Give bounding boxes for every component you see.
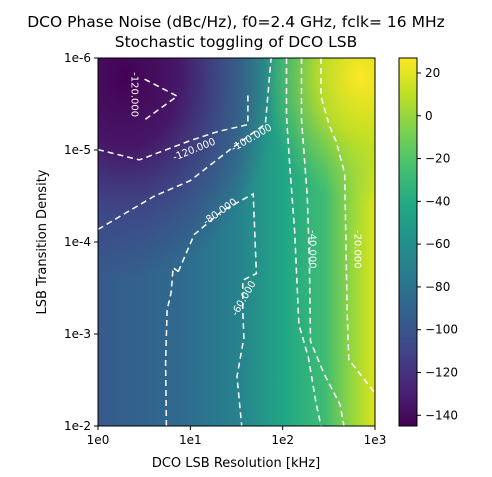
y-axis: 1e-6 1e-5 1e-4 1e-3 1e-2	[64, 51, 98, 433]
y-tick-label: 1e-4	[64, 235, 91, 249]
contour-line	[164, 266, 179, 426]
contour-line	[144, 78, 179, 121]
colorbar-tick-label: −20	[425, 152, 450, 166]
colorbar: 20 0 −20 −40 −60 −80 −100 −120 −140	[398, 57, 458, 427]
colorbar-tick-label: −100	[425, 323, 458, 337]
x-tick-label: 1e2	[271, 433, 294, 447]
colorbar-tick-label: −140	[425, 408, 458, 422]
contour-label: -120.000	[129, 72, 140, 117]
colorbar-tick-label: 0	[425, 109, 433, 123]
contour-line	[300, 58, 345, 426]
chart-subtitle: Stochastic toggling of DCO LSB	[115, 33, 357, 51]
x-axis: 1e0 1e1 1e2 1e3	[87, 426, 387, 447]
contour-layer	[98, 58, 375, 426]
colorbar-tick-label: −120	[425, 366, 458, 380]
contour-line	[98, 58, 272, 231]
y-axis-label: LSB Transition Density	[35, 169, 50, 314]
y-tick-label: 1e-2	[64, 419, 91, 433]
y-tick-label: 1e-3	[64, 327, 91, 341]
x-tick-label: 1e1	[179, 433, 202, 447]
colorbar-tick-label: −40	[425, 194, 450, 208]
colorbar-tick-label: −80	[425, 280, 450, 294]
colorbar-tick-label: −60	[425, 237, 450, 251]
contour-line	[320, 58, 375, 394]
colorbar-tick-label: 20	[425, 66, 440, 80]
x-tick-label: 1e0	[87, 433, 110, 447]
contour-line	[285, 58, 322, 426]
colorbar-ticks: 20 0 −20 −40 −60 −80 −100 −120 −140	[417, 66, 458, 422]
contour-line	[177, 192, 258, 426]
chart-title: DCO Phase Noise (dBc/Hz), f0=2.4 GHz, fc…	[27, 13, 445, 31]
contour-label: -20.000	[352, 230, 363, 269]
y-tick-label: 1e-5	[64, 143, 91, 157]
x-tick-label: 1e3	[364, 433, 387, 447]
plot-area: -120.000-120.000 -100.000-80.000-60.000-4…	[98, 58, 375, 426]
y-tick-label: 1e-6	[64, 51, 91, 65]
contour-line	[98, 94, 249, 161]
heatmap-yellow-region	[98, 58, 375, 426]
contour-label: -40.000	[306, 230, 317, 269]
x-axis-label: DCO LSB Resolution [kHz]	[152, 456, 320, 471]
colorbar-bar	[398, 57, 418, 427]
